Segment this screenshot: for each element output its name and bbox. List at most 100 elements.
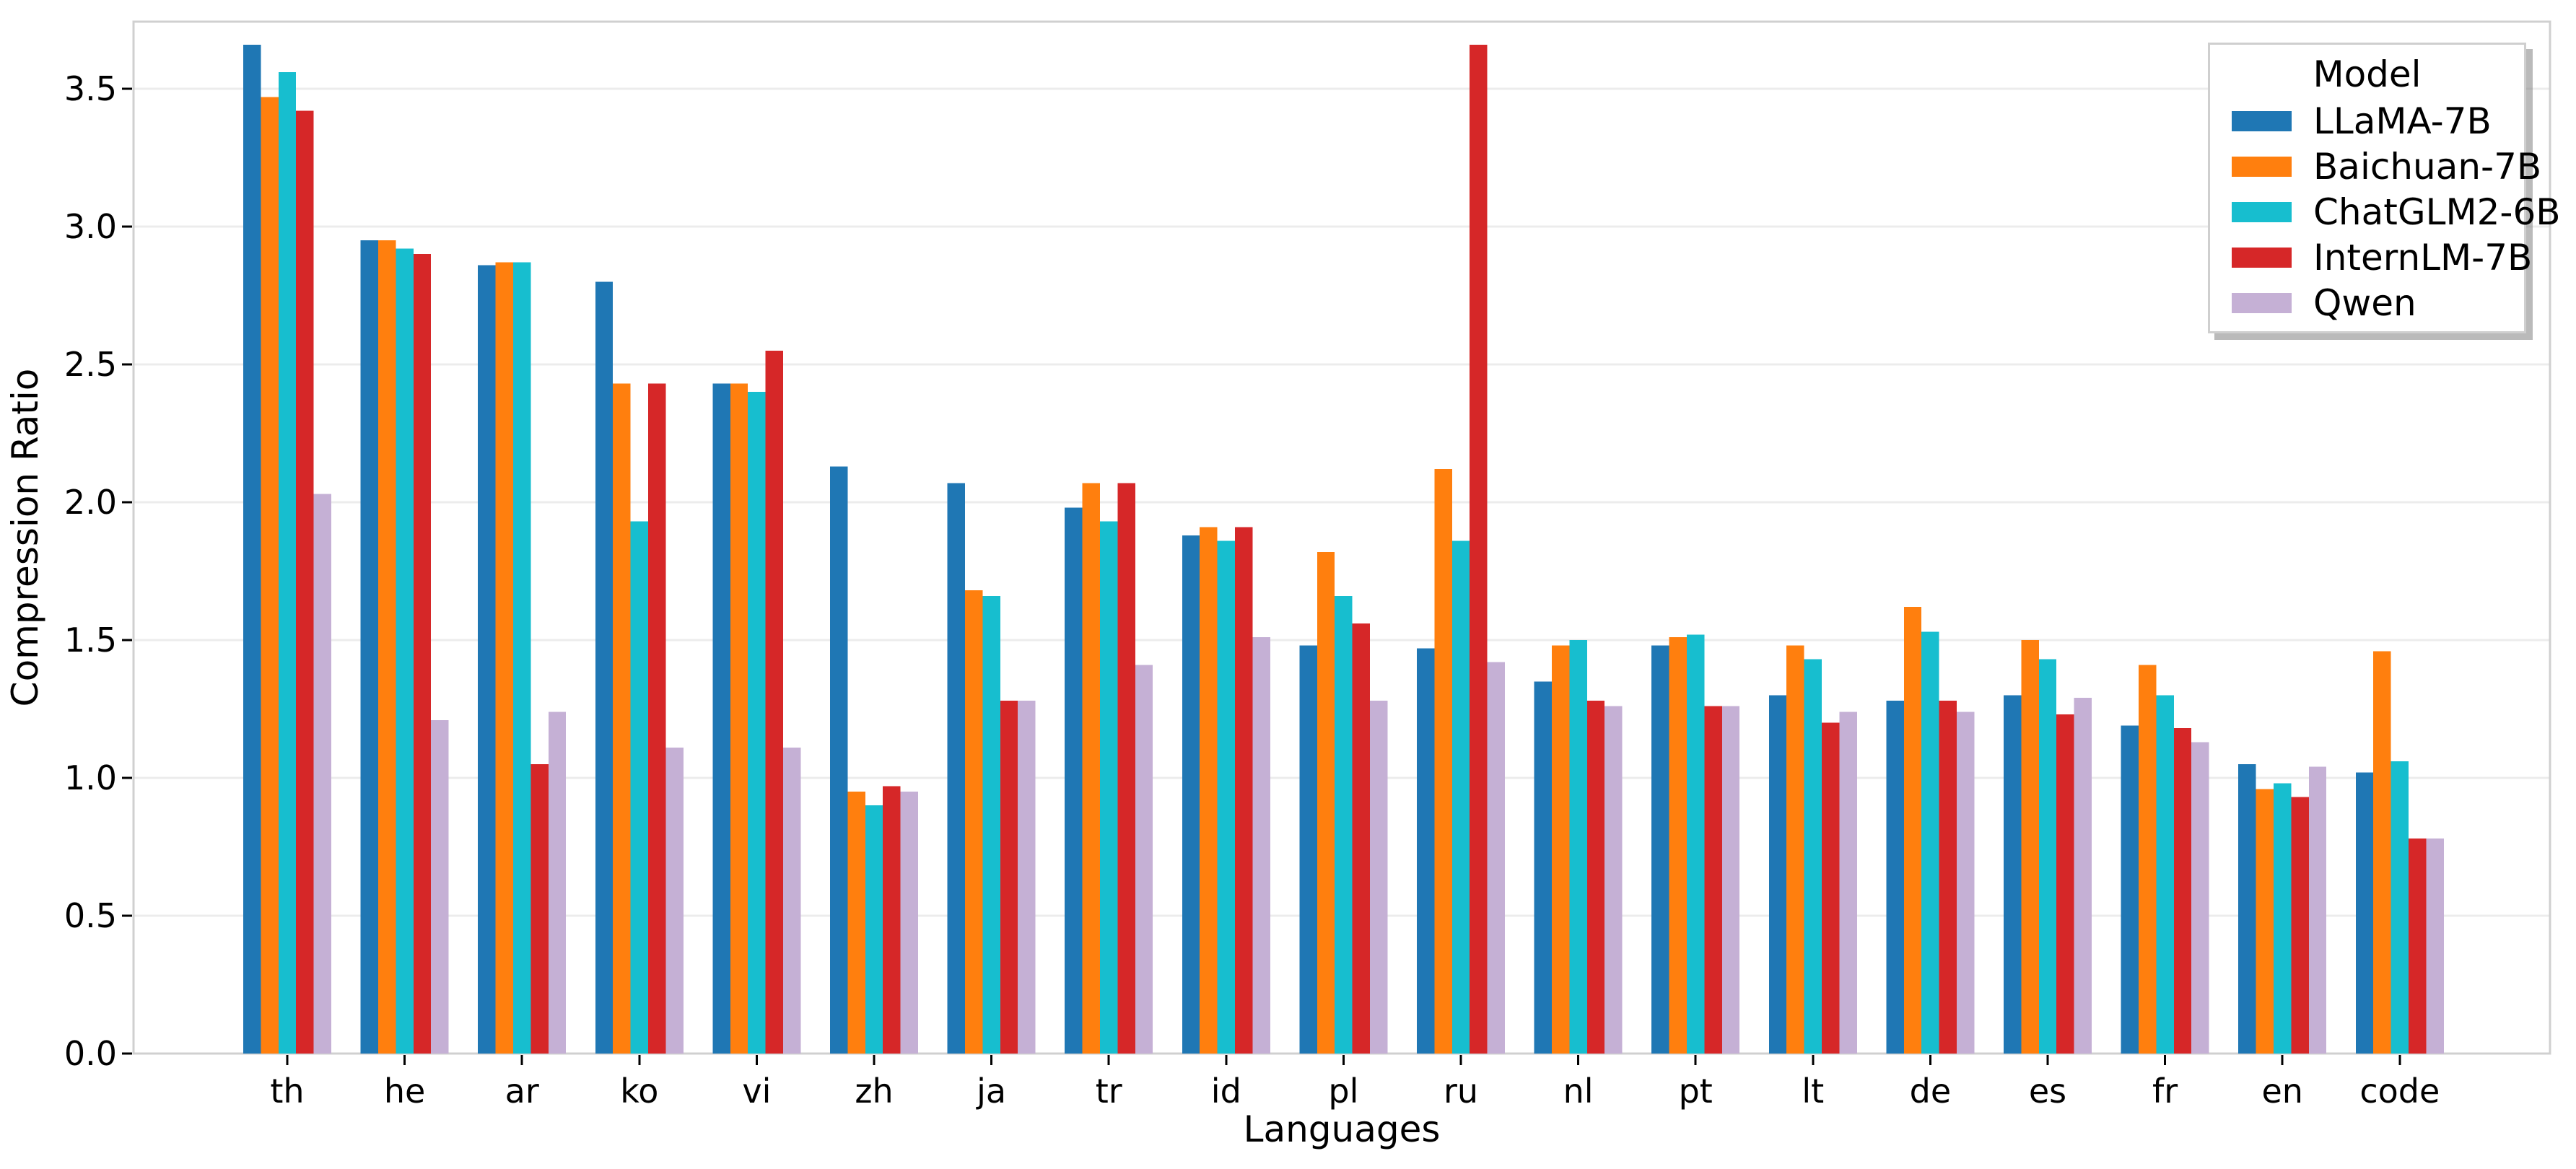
legend-items: LLaMA-7B Baichuan-7B ChatGLM2-6B InternLM-7… [2210, 98, 2561, 325]
bar-nl-Baichuan-7B [1552, 645, 1570, 1054]
bar-de-ChatGLM2-6B [1921, 631, 1939, 1054]
bar-fr-Qwen [2191, 742, 2209, 1054]
bar-fr-InternLM-7B [2173, 728, 2192, 1054]
bar-pl-Baichuan-7B [1317, 551, 1335, 1054]
y-tick-label-1.0: 1.0 [64, 758, 117, 797]
bar-es-InternLM-7B [2056, 714, 2074, 1054]
legend-item-Baichuan-7B: Baichuan-7B [2232, 144, 2541, 189]
legend-item-label: Qwen [2313, 281, 2416, 324]
bar-zh-Qwen [900, 792, 918, 1054]
bar-vi-InternLM-7B [765, 350, 783, 1054]
bar-de-InternLM-7B [1939, 701, 1957, 1054]
bar-code-Qwen [2426, 839, 2444, 1054]
bar-th-InternLM-7B [296, 110, 314, 1054]
bar-code-InternLM-7B [2409, 839, 2427, 1054]
bar-en-LLaMA-7B [2238, 763, 2256, 1054]
x-tick-label-ru: ru [1444, 1072, 1478, 1111]
legend-item-InternLM-7B: InternLM-7B [2232, 235, 2532, 280]
bar-fr-ChatGLM2-6B [2156, 695, 2174, 1054]
bar-ja-InternLM-7B [1000, 701, 1018, 1054]
bar-es-Baichuan-7B [2021, 640, 2039, 1054]
legend-item-Qwen: Qwen [2232, 280, 2524, 325]
bar-id-InternLM-7B [1235, 527, 1253, 1054]
bar-zh-ChatGLM2-6B [865, 805, 883, 1054]
x-tick-label-ar: ar [505, 1072, 539, 1111]
x-tick-label-es: es [2029, 1072, 2066, 1111]
bar-he-ChatGLM2-6B [396, 248, 414, 1054]
x-tick-label-tr: tr [1096, 1072, 1122, 1111]
bar-ar-LLaMA-7B [478, 265, 496, 1054]
bar-tr-InternLM-7B [1117, 483, 1135, 1054]
bar-de-Baichuan-7B [1903, 607, 1922, 1054]
bar-es-ChatGLM2-6B [2038, 659, 2057, 1054]
x-tick-label-fr: fr [2152, 1072, 2178, 1111]
x-tick-label-lt: lt [1802, 1072, 1824, 1111]
bar-es-Qwen [2074, 698, 2092, 1054]
legend-swatch-Baichuan-7B [2232, 156, 2292, 177]
bar-ar-Baichuan-7B [495, 262, 513, 1054]
bar-he-Baichuan-7B [378, 240, 396, 1054]
legend-swatch-ChatGLM2-6B [2232, 201, 2292, 222]
bar-zh-Baichuan-7B [847, 792, 865, 1054]
legend-swatch-LLaMA-7B [2232, 110, 2292, 131]
bar-tr-Qwen [1135, 665, 1153, 1054]
bar-th-LLaMA-7B [243, 44, 261, 1054]
bar-ko-Qwen [665, 747, 684, 1054]
bar-pt-Qwen [1721, 706, 1740, 1054]
bar-id-ChatGLM2-6B [1217, 540, 1235, 1054]
bar-ko-InternLM-7B [648, 383, 666, 1054]
bar-de-LLaMA-7B [1886, 701, 1904, 1054]
bar-nl-InternLM-7B [1586, 701, 1605, 1054]
bar-tr-LLaMA-7B [1065, 507, 1083, 1054]
bar-vi-Qwen [783, 747, 801, 1054]
y-tick-label-0.5: 0.5 [64, 896, 117, 935]
bar-tr-Baichuan-7B [1082, 483, 1100, 1054]
bar-en-Baichuan-7B [2256, 789, 2274, 1054]
bar-lt-InternLM-7B [1822, 722, 1840, 1054]
bar-th-Baichuan-7B [261, 97, 279, 1054]
bar-pl-ChatGLM2-6B [1335, 595, 1353, 1054]
bar-ko-LLaMA-7B [595, 281, 614, 1054]
bar-zh-LLaMA-7B [830, 466, 848, 1054]
x-tick-label-he: he [384, 1072, 425, 1111]
bar-lt-LLaMA-7B [1768, 695, 1787, 1054]
bar-pt-InternLM-7B [1704, 706, 1722, 1054]
bar-he-InternLM-7B [413, 254, 432, 1054]
y-tick-label-2.0: 2.0 [64, 483, 117, 522]
bar-nl-LLaMA-7B [1534, 681, 1552, 1054]
bar-ru-ChatGLM2-6B [1451, 540, 1470, 1054]
bar-pl-InternLM-7B [1352, 623, 1370, 1054]
x-tick-label-ja: ja [976, 1072, 1006, 1111]
bar-id-LLaMA-7B [1182, 535, 1200, 1054]
bar-code-LLaMA-7B [2355, 772, 2374, 1054]
bar-lt-Qwen [1839, 712, 1857, 1054]
x-tick-label-ko: ko [620, 1072, 658, 1111]
bar-ru-LLaMA-7B [1417, 648, 1435, 1054]
bar-es-LLaMA-7B [2004, 695, 2022, 1054]
bar-de-Qwen [1957, 712, 1975, 1054]
bar-ja-LLaMA-7B [947, 483, 965, 1054]
bar-zh-InternLM-7B [883, 786, 901, 1054]
bar-fr-Baichuan-7B [2139, 665, 2157, 1054]
y-tick-label-1.5: 1.5 [64, 621, 117, 660]
bar-pl-LLaMA-7B [1299, 645, 1317, 1054]
bar-th-Qwen [313, 494, 331, 1054]
bar-ja-Qwen [1018, 701, 1036, 1054]
legend-title: Model [2313, 53, 2422, 95]
bar-ja-ChatGLM2-6B [982, 595, 1000, 1054]
bar-vi-ChatGLM2-6B [748, 392, 766, 1054]
bar-vi-LLaMA-7B [712, 383, 730, 1054]
legend-swatch-Qwen [2232, 292, 2292, 313]
bar-pl-Qwen [1370, 701, 1388, 1054]
x-tick-label-de: de [1910, 1072, 1952, 1111]
x-tick-label-pl: pl [1328, 1072, 1358, 1111]
legend-item-label: Baichuan-7B [2313, 145, 2542, 188]
bar-nl-ChatGLM2-6B [1569, 640, 1587, 1054]
legend-item-label: InternLM-7B [2313, 236, 2533, 279]
bar-en-ChatGLM2-6B [2274, 783, 2292, 1054]
bar-nl-Qwen [1604, 706, 1623, 1054]
bar-lt-Baichuan-7B [1786, 645, 1804, 1054]
bar-lt-ChatGLM2-6B [1804, 659, 1822, 1054]
bar-pt-LLaMA-7B [1651, 645, 1669, 1054]
legend-item-LLaMA-7B: LLaMA-7B [2232, 98, 2524, 144]
